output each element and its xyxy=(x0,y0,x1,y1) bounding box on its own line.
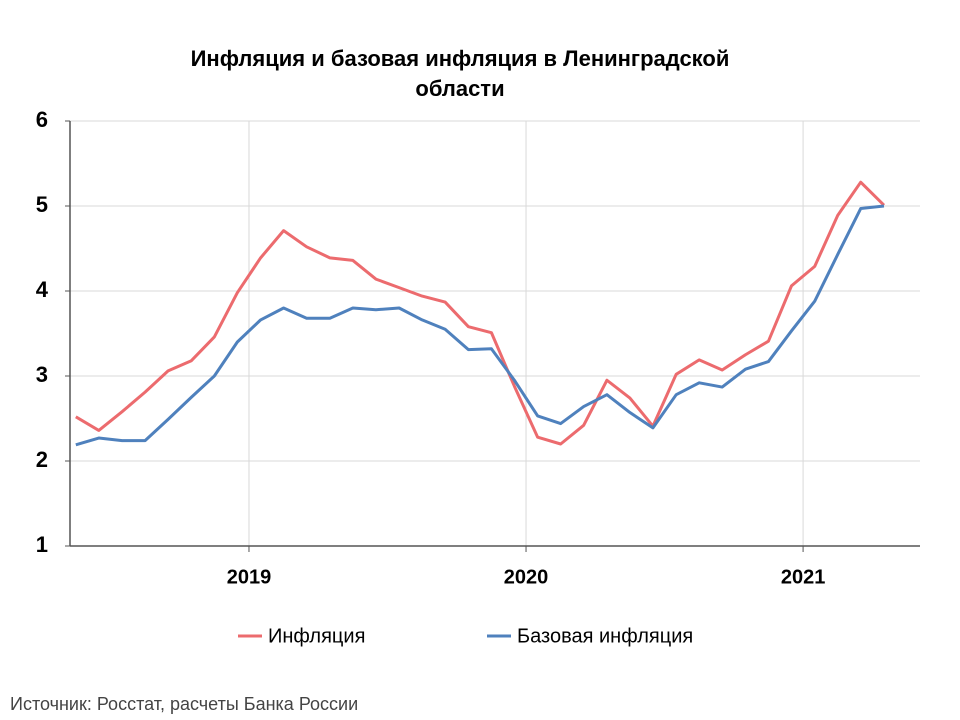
x-tick-label: 2021 xyxy=(781,566,826,588)
data-line xyxy=(75,204,885,447)
y-tick-label: 6 xyxy=(36,107,48,132)
y-tick-label: 1 xyxy=(36,532,48,557)
chart-title: области xyxy=(415,76,504,101)
x-tick-label: 2020 xyxy=(504,566,549,588)
y-tick-label: 3 xyxy=(36,362,48,387)
legend-label: Инфляция xyxy=(268,625,365,647)
y-tick-label: 2 xyxy=(36,447,48,472)
legend-label: Базовая инфляция xyxy=(517,625,693,647)
source-note: Источник: Росстат, расчеты Банка России xyxy=(10,694,358,714)
y-tick-label: 5 xyxy=(36,192,48,217)
data-line xyxy=(75,180,886,446)
x-tick-label: 2019 xyxy=(227,566,272,588)
chart-title: Инфляция и базовая инфляция в Ленинградс… xyxy=(191,46,730,71)
y-tick-label: 4 xyxy=(36,277,49,302)
